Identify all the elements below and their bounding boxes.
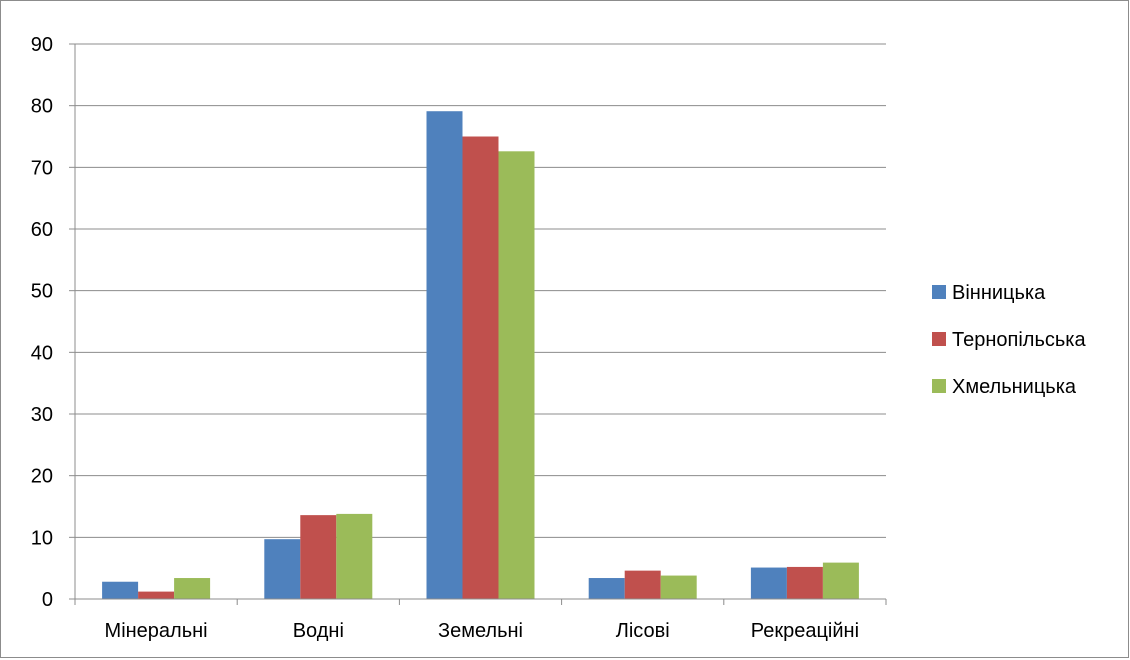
legend-swatch	[932, 285, 946, 299]
bars	[102, 111, 859, 600]
bar-Хмельницька-Рекреаційні	[822, 562, 859, 599]
legend-label: Хмельницька	[952, 376, 1077, 398]
x-category-label: Рекреаційні	[751, 620, 859, 642]
legend-label: Тернопільська	[952, 329, 1086, 351]
y-tick-label: 20	[31, 466, 53, 488]
y-tick-label: 90	[31, 34, 53, 56]
x-category-label: Водні	[293, 620, 344, 642]
x-category-labels: Мінеральні Водні Земельні Лісові Рекреаційні	[105, 620, 859, 642]
y-tick-label: 0	[42, 589, 53, 611]
legend-swatch	[932, 379, 946, 393]
y-tick-label: 50	[31, 281, 53, 303]
bar-Хмельницька-Мінеральні	[174, 578, 211, 599]
bar-Тернопільська-Рекреаційні	[786, 566, 823, 599]
bar-Тернопільська-Земельні	[462, 136, 499, 599]
bar-Тернопільська-Мінеральні	[138, 591, 175, 599]
bar-Хмельницька-Земельні	[498, 151, 535, 600]
axes	[69, 43, 887, 605]
bar-Вінницька-Лісові	[588, 578, 625, 599]
legend-swatch	[932, 332, 946, 346]
y-tick-label: 70	[31, 157, 53, 179]
y-tick-labels: 0 10 20 30 40 50 60 70 80 90	[31, 34, 53, 611]
bar-Тернопільська-Водні	[300, 515, 337, 599]
bar-Хмельницька-Водні	[336, 513, 373, 599]
bar-Вінницька-Земельні	[426, 111, 463, 599]
bar-Тернопільська-Лісові	[624, 570, 661, 599]
y-tick-label: 40	[31, 342, 53, 364]
legend: Вінницька Тернопільська Хмельницька	[932, 282, 1086, 398]
bar-Вінницька-Мінеральні	[102, 581, 139, 599]
x-category-label: Земельні	[438, 620, 523, 642]
bar-Хмельницька-Лісові	[660, 575, 697, 599]
legend-label: Вінницька	[952, 282, 1046, 304]
y-tick-label: 80	[31, 96, 53, 118]
x-category-label: Лісові	[616, 620, 670, 642]
bar-Вінницька-Водні	[264, 539, 301, 599]
bar-Вінницька-Рекреаційні	[750, 567, 787, 599]
x-category-label: Мінеральні	[105, 620, 208, 642]
y-tick-label: 60	[31, 219, 53, 241]
y-tick-label: 10	[31, 527, 53, 549]
y-tick-label: 30	[31, 404, 53, 426]
